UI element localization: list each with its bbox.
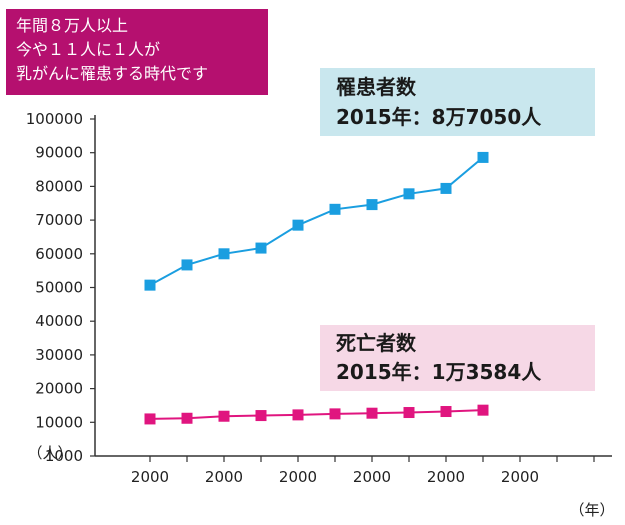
mortality-value: 2015年：1万3584人 [336,360,542,384]
series-line [149,156,484,287]
headline-line-2: 今や１１人に１人が [16,40,161,59]
data-point [366,199,378,211]
data-point [366,407,378,419]
y-tick-label: 80000 [35,177,83,195]
x-tick-label: 2000 [427,468,465,486]
x-tick-label: 2000 [279,468,317,486]
y-tick-label: 10000 [35,413,83,431]
headline-line-3: 乳がんに罹患する時代です [16,64,209,83]
data-point [255,410,267,422]
y-tick-label: 60000 [35,245,83,263]
headline-banner: 年間８万人以上 今や１１人に１人が 乳がんに罹患する時代です [6,9,268,95]
y-tick-label: 90000 [35,144,83,162]
data-point [477,151,489,163]
x-tick-label: 2000 [131,468,169,486]
y-tick-label: 30000 [35,346,83,364]
x-tick-label: 2000 [353,468,391,486]
x-tick-label: 2000 [205,468,243,486]
data-point [218,410,230,422]
y-tick-label: 50000 [35,279,83,297]
mortality-callout: 死亡者数 2015年：1万3584人 [320,325,595,391]
data-point [403,188,415,200]
data-point [181,412,193,424]
data-point [292,409,304,421]
incidence-callout: 罹患者数 2015年：8万7050人 [320,68,595,136]
x-tick-labels: 2000 2000 2000 2000 2000 2000 [131,468,539,486]
data-point [144,413,156,425]
series-layer [144,151,489,425]
y-tick-label: 20000 [35,380,83,398]
headline-line-1: 年間８万人以上 [16,16,129,35]
data-point [403,407,415,419]
mortality-title: 死亡者数 [336,331,416,355]
data-point [144,279,156,291]
data-point [292,219,304,231]
data-point [329,408,341,420]
incidence-value: 2015年：8万7050人 [336,105,542,129]
data-point [255,242,267,254]
data-point [329,203,341,215]
y-tick-label: 100000 [26,110,83,128]
data-point [440,406,452,418]
data-point [218,248,230,260]
data-point [477,404,489,416]
data-point [440,182,452,194]
data-point [181,259,193,271]
x-axis-unit-label: （年） [569,501,614,519]
y-tick-label: 70000 [35,211,83,229]
chart-axes [90,115,612,462]
incidence-title: 罹患者数 [336,75,416,99]
y-tick-label: 40000 [35,312,83,330]
y-tick-labels: 100000 90000 80000 70000 60000 50000 40000 3000… [26,110,83,465]
series-line [149,409,484,420]
y-tick-label: 1000 [45,447,83,465]
x-tick-label: 2000 [501,468,539,486]
y-axis-unit-label: （人） [27,444,72,462]
